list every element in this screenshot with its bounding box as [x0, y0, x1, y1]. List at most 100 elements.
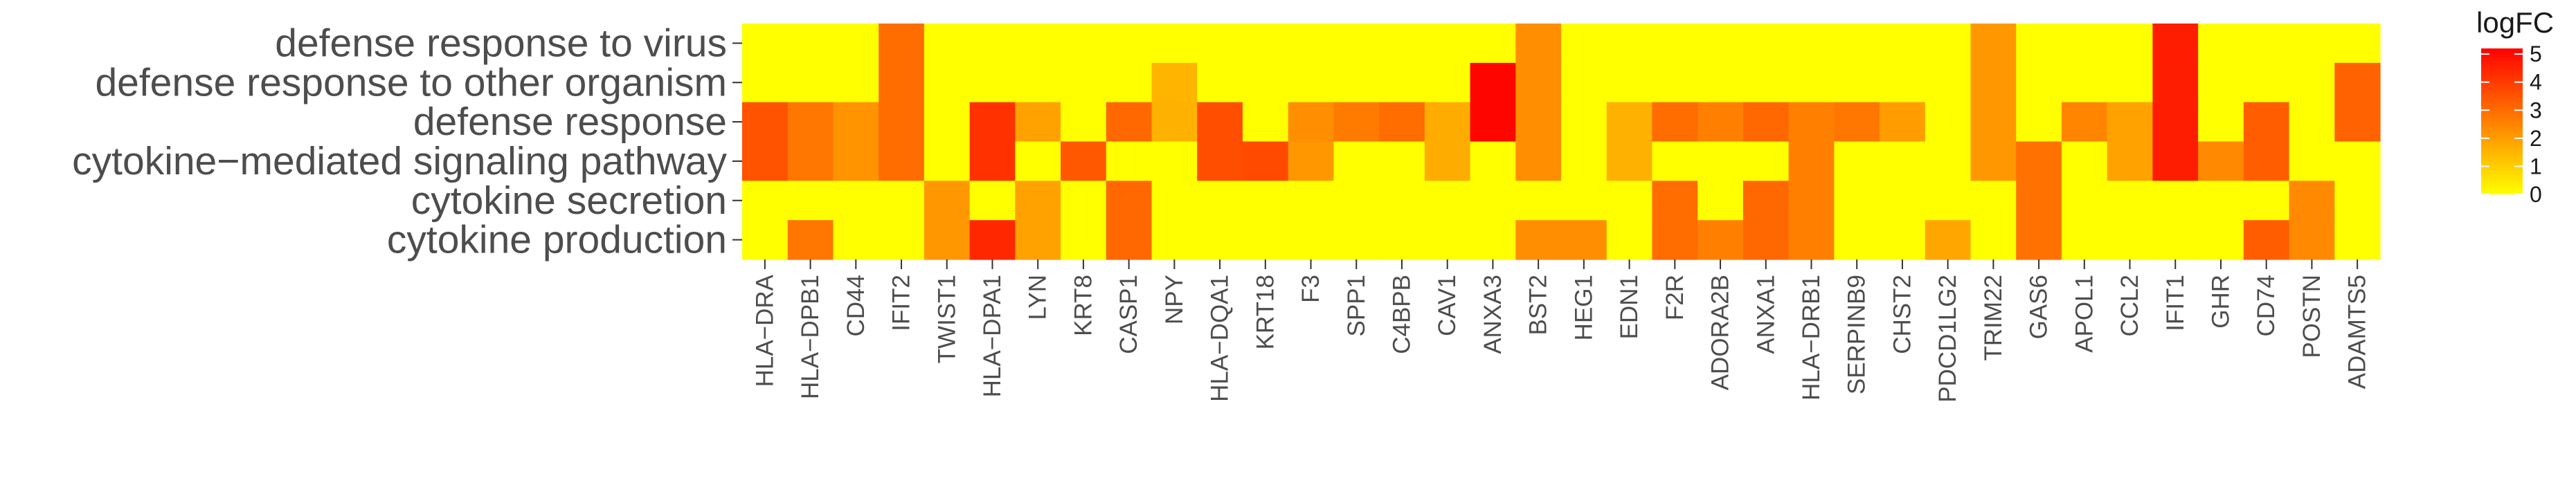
heatmap-cell: [1606, 220, 1653, 260]
heatmap-cell: [2152, 220, 2199, 260]
heatmap-cell: [2198, 220, 2244, 260]
heatmap-cell: [1424, 220, 1471, 260]
column-label: F3: [1297, 275, 1324, 303]
heatmap-cell: [1561, 62, 1607, 103]
heatmap-cell: [2016, 181, 2062, 221]
heatmap-cell: [1652, 141, 1698, 181]
heatmap-cell: [2107, 181, 2153, 221]
heatmap-cell: [1242, 24, 1289, 64]
column-label: GAS6: [2026, 275, 2053, 339]
heatmap-cell: [1106, 141, 1153, 181]
heatmap-cell: [1834, 181, 1880, 221]
heatmap-cell: [1788, 181, 1835, 221]
heatmap-cell: [1197, 141, 1243, 181]
heatmap-cell: [1061, 24, 1107, 64]
heatmap-cell: [1606, 141, 1653, 181]
heatmap-cell: [1561, 24, 1607, 64]
heatmap-cell: [1697, 102, 1744, 143]
heatmap-cell: [2243, 141, 2290, 181]
column-label: TWIST1: [933, 275, 960, 363]
heatmap-cell: [1880, 181, 1926, 221]
heatmap-cell: [1697, 220, 1744, 260]
heatmap-cell: [1742, 181, 1790, 221]
heatmap-cell: [1151, 24, 1198, 64]
legend-tick-label: 4: [2530, 70, 2542, 95]
heatmap-cell: [2198, 24, 2244, 64]
heatmap-cell: [1925, 24, 1972, 64]
heatmap-cell: [2198, 181, 2244, 221]
heatmap-cell: [1834, 62, 1880, 103]
heatmap-cell: [1880, 24, 1926, 64]
heatmap-cell: [2107, 102, 2153, 143]
heatmap-cell: [833, 62, 879, 103]
heatmap-cell: [969, 141, 1016, 181]
column-label: ADAMTS5: [2344, 275, 2371, 389]
heatmap-cell: [833, 220, 879, 260]
column-label: SERPINB9: [1844, 275, 1871, 394]
heatmap-cell: [1788, 141, 1835, 181]
heatmap-cell: [1561, 220, 1607, 260]
heatmap-cell: [2289, 24, 2335, 64]
legend-tick-label: 3: [2530, 98, 2542, 122]
heatmap-cell: [879, 102, 925, 143]
column-label: GHR: [2207, 275, 2234, 329]
heatmap-cell: [1242, 141, 1289, 181]
heatmap-cell: [1606, 181, 1653, 221]
heatmap-cell: [742, 220, 789, 260]
heatmap-cell: [2061, 62, 2108, 103]
heatmap-cell: [1515, 181, 1562, 221]
heatmap-cell: [833, 102, 879, 143]
heatmap-cell: [1061, 181, 1107, 221]
heatmap-cell: [742, 24, 789, 64]
heatmap-cell: [2243, 24, 2290, 64]
heatmap-cell: [833, 24, 879, 64]
heatmap-cell: [1288, 181, 1334, 221]
heatmap-cell: [1151, 102, 1198, 143]
heatmap-cell: [1742, 24, 1790, 64]
heatmap-cell: [2107, 62, 2153, 103]
legend-tick-label: 5: [2530, 42, 2542, 66]
heatmap-cell: [1151, 181, 1198, 221]
heatmap-cell: [2016, 102, 2062, 143]
heatmap-cell: [787, 141, 834, 181]
legend: logFC 0 1 2 3 4 5: [2476, 6, 2554, 207]
heatmap-cell: [924, 24, 971, 64]
heatmap-cell: [1379, 62, 1425, 103]
heatmap-cell: [1697, 24, 1744, 64]
heatmap-cell: [2334, 220, 2381, 260]
row-label: defense response to virus: [275, 21, 727, 65]
heatmap-cell: [2334, 102, 2381, 143]
column-label: CHST2: [1889, 275, 1916, 354]
heatmap-cell: [2334, 181, 2381, 221]
heatmap-cell: [1333, 24, 1380, 64]
heatmap-cell: [2152, 141, 2199, 181]
column-label: APOL1: [2071, 275, 2098, 353]
column-label: KRT18: [1252, 275, 1279, 349]
heatmap-cell: [924, 141, 971, 181]
heatmap-cell: [1925, 102, 1972, 143]
column-label: HLA−DQA1: [1207, 275, 1234, 402]
heatmap-cell: [1652, 181, 1698, 221]
heatmap-cell: [2107, 141, 2153, 181]
heatmap-cell: [2061, 24, 2108, 64]
heatmap-cell: [2289, 220, 2335, 260]
heatmap-cell: [1515, 62, 1562, 103]
heatmap-cell: [969, 181, 1016, 221]
heatmap-cell: [1788, 24, 1835, 64]
column-label: CD74: [2253, 275, 2280, 336]
heatmap-cell: [1197, 62, 1243, 103]
heatmap-cell: [879, 24, 925, 64]
heatmap-cell: [2016, 141, 2062, 181]
heatmap-cell: [1970, 181, 2017, 221]
heatmap-cell: [1106, 102, 1153, 143]
heatmap-cell: [879, 62, 925, 103]
heatmap-cell: [1333, 141, 1380, 181]
heatmap-cell: [1379, 220, 1425, 260]
row-label: cytokine production: [387, 218, 727, 262]
heatmap-cell: [1742, 220, 1790, 260]
heatmap-cell: [1333, 62, 1380, 103]
heatmap-cell: [1061, 62, 1107, 103]
heatmap-cell: [1880, 102, 1926, 143]
heatmap-cell: [1333, 102, 1380, 143]
